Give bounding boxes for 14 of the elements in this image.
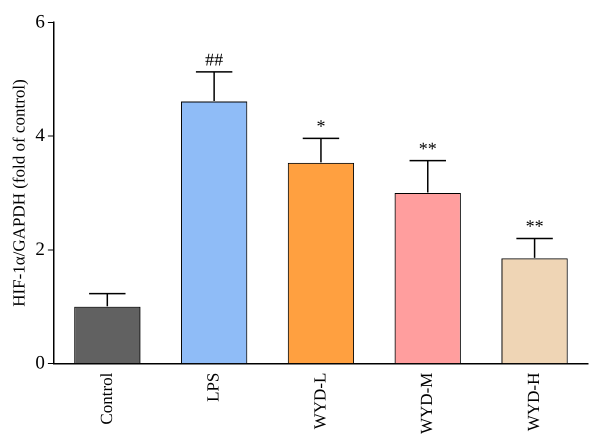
x-tick-label: WYD-H — [524, 372, 544, 432]
annotation: ## — [205, 50, 224, 70]
y-tick-label: 2 — [35, 238, 45, 260]
x-tick-label: LPS — [204, 372, 223, 402]
y-tick-label: 4 — [35, 125, 46, 146]
y-tick-label: 6 — [35, 11, 45, 32]
annotation: ** — [526, 216, 544, 236]
annotation: * — [316, 116, 326, 136]
y-axis-title: HIF-1α/GAPDH (fold of control) — [10, 79, 29, 307]
x-tick-label: WYD-L — [310, 372, 330, 430]
x-tick-label: Control — [96, 372, 116, 425]
annotation: ** — [418, 138, 437, 158]
y-tick-label: 0 — [35, 352, 45, 374]
x-tick-label: WYD-M — [417, 372, 436, 434]
